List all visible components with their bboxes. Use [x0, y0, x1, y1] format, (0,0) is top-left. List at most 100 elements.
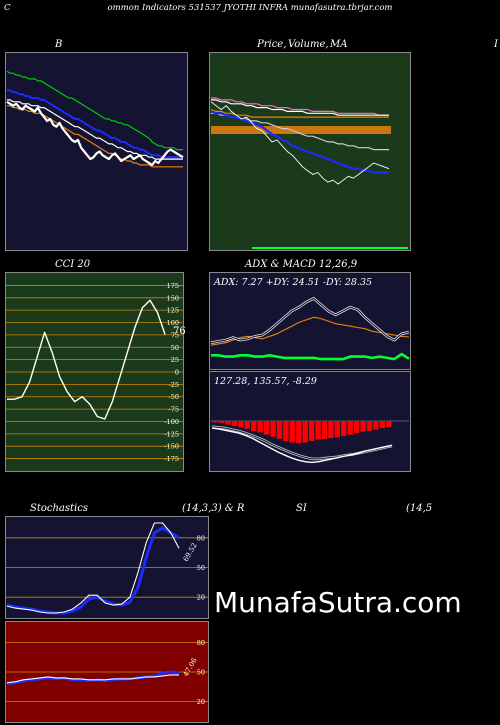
stoch-params-label: (14,3,3) & R	[182, 503, 245, 514]
rsi-series-group	[6, 670, 180, 686]
cci-chart: 175 150 125 100 75 50 25 0 -25 -50 -75 -100 -125 -150…	[5, 272, 186, 472]
cci-tick-label: 25	[171, 356, 179, 364]
macd-histogram-bar	[302, 421, 308, 443]
stoch-tick-label: 20	[197, 594, 205, 602]
macd-histogram-bar	[321, 421, 328, 439]
rsi-params-label: (14,5	[406, 503, 433, 514]
cci-tick-label: 50	[171, 344, 179, 352]
cci-tick-label: 175	[167, 282, 179, 290]
adx-minus-dy-line	[210, 297, 410, 344]
macd-histogram-bar	[212, 421, 218, 423]
macd-histogram-bar	[251, 421, 257, 431]
bb-mid-white	[7, 99, 183, 160]
macd-readout: 127.28, 135.57, -8.29	[214, 376, 317, 387]
rsi-fast-line	[6, 674, 179, 684]
bb-label: B	[55, 39, 63, 50]
cci-grid: 175 150 125 100 75 50 25 0 -25 -50 -75 -100 -125 -150…	[6, 282, 183, 463]
macd-histogram-bar	[366, 421, 373, 431]
adx-line	[211, 352, 410, 361]
macd-histogram-bar	[244, 421, 250, 429]
macd-histogram-bar	[347, 421, 353, 435]
macd-histogram-bar	[270, 421, 276, 437]
macd-histogram-bar	[353, 421, 360, 434]
adx-readout: ADX: 7.27 +DY: 24.51 -DY: 28.35	[213, 277, 372, 288]
cci-tick-label: -175	[164, 455, 179, 463]
price-ma-white	[211, 99, 389, 116]
adx-chart: ADX: 7.27 +DY: 24.51 -DY: 28.35	[209, 272, 411, 370]
macd-histogram-bar	[283, 421, 289, 441]
macd-histogram-bar	[289, 421, 295, 443]
cci-tick-label: -75	[169, 406, 179, 414]
macd-histogram-bar	[218, 421, 225, 424]
bb-series-group	[6, 70, 184, 168]
macd-histogram-bar	[315, 421, 321, 440]
adx-series-group	[210, 296, 410, 361]
macd-histogram-bar	[296, 421, 302, 444]
price-orange-band	[211, 126, 391, 134]
macd-histogram-bar	[328, 421, 334, 439]
stoch-grid: 80 50 20	[6, 534, 208, 602]
macd-histogram-bar	[334, 421, 340, 438]
bb-chart	[5, 52, 188, 251]
cci-line	[7, 299, 166, 420]
macd-histogram-bar	[231, 421, 238, 426]
cci-tick-label: 0	[175, 369, 179, 377]
price-ma-orange	[210, 108, 389, 118]
cci-tick-label: -25	[169, 381, 179, 389]
stoch-tick-label: 50	[197, 564, 205, 572]
price-right-label: I	[494, 39, 498, 50]
macd-histogram-bar	[308, 421, 315, 441]
cci-tick-label: 150	[167, 294, 179, 302]
cci-series-group	[7, 299, 166, 420]
price-close-line	[210, 101, 390, 185]
bb-upper-band	[6, 70, 183, 151]
ma-label: MA	[330, 39, 348, 50]
cci-tick-label: 100	[167, 319, 179, 327]
cci-label: CCI 20	[55, 259, 91, 270]
price-series-group	[210, 97, 390, 185]
page-title-left: C	[4, 3, 11, 13]
volume-label: Volume,	[288, 39, 329, 50]
adx-plus-dy-line	[210, 316, 410, 346]
rsi-tick-label: 20	[197, 698, 205, 706]
macd-histogram-bar	[225, 421, 231, 425]
macd-histogram-bar	[257, 421, 263, 433]
macd-histogram-bar	[386, 421, 392, 427]
bb-mid-ma	[7, 89, 183, 159]
rsi-tick-label: 80	[197, 639, 205, 647]
cci-tick-label: -50	[169, 393, 179, 401]
stoch-label: Stochastics	[30, 503, 88, 514]
watermark: MunafaSutra.com	[214, 586, 462, 619]
cci-tick-label: -125	[164, 430, 179, 438]
bb-price-line	[6, 100, 184, 167]
macd-series-group	[211, 421, 393, 464]
macd-histogram-bar	[238, 421, 244, 428]
rsi-tick-label: 50	[197, 669, 205, 677]
macd-chart: 127.28, 135.57, -8.29	[209, 371, 411, 472]
bb-lower-band	[7, 105, 183, 168]
price-chart	[209, 52, 411, 251]
cci-last-value: 76	[173, 326, 186, 337]
macd-histogram-bar	[263, 421, 270, 435]
rsi-label: SI	[296, 503, 307, 514]
macd-histogram-bar	[341, 421, 347, 436]
macd-histogram-bar	[360, 421, 366, 432]
price-ma-pink	[211, 97, 389, 116]
cci-tick-label: -100	[164, 418, 179, 426]
cci-tick-label: 75	[171, 331, 179, 339]
macd-histogram-bar	[379, 421, 385, 429]
page-title: ommon Indicators 531537 JYOTHI INFRA mun…	[107, 3, 393, 13]
stoch-slow-line	[6, 526, 180, 615]
stoch-series-group	[6, 522, 180, 615]
adx-label: ADX & MACD 12,26,9	[245, 259, 358, 270]
macd-histogram-bar	[276, 421, 283, 439]
macd-line	[211, 427, 393, 464]
cci-tick-label: 125	[167, 307, 179, 315]
stoch-tick-label: 80	[197, 534, 205, 542]
macd-histogram-bar	[373, 421, 379, 430]
price-label: Price,	[257, 39, 287, 50]
cci-tick-label: -150	[164, 443, 179, 451]
stoch-fast-line	[6, 522, 180, 614]
